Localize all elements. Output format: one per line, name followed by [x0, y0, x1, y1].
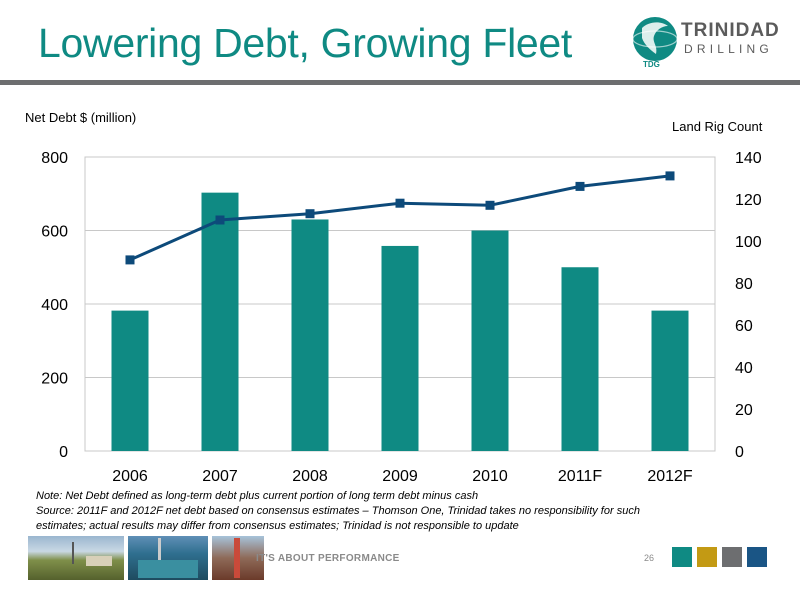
footer-tagline: IT'S ABOUT PERFORMANCE: [256, 553, 400, 564]
x-tick-label: 2010: [472, 468, 508, 485]
y-tick-label-right: 120: [735, 192, 762, 209]
bar-net-debt: [651, 310, 689, 451]
bar-net-debt: [561, 267, 599, 451]
bar-net-debt: [291, 219, 329, 451]
marker-land-rig-count: [485, 200, 495, 210]
bar-net-debt: [471, 230, 509, 451]
y-tick-label-left: 200: [41, 371, 68, 388]
chart-notes: Note: Net Debt defined as long-term debt…: [36, 489, 776, 534]
color-swatch-blue: [747, 547, 767, 567]
y-tick-label-right: 100: [735, 234, 762, 251]
marker-land-rig-count: [305, 209, 315, 219]
color-swatch-gold: [697, 547, 717, 567]
y-tick-label-left: 0: [59, 444, 68, 461]
landscape-photo: [28, 536, 124, 580]
marker-land-rig-count: [665, 171, 675, 181]
x-tick-label: 2009: [382, 468, 418, 485]
logo-name: TRINIDAD: [681, 20, 780, 41]
bar-net-debt: [381, 245, 419, 451]
debt-rig-chart: 0 200 400 600 800 0 20 40 60 80 100 120 140 2006 2007 2…: [41, 150, 762, 485]
company-logo: TRINIDAD DRILLING TDG: [628, 14, 780, 74]
page-number: 26: [644, 553, 655, 563]
rig-cab-photo: [128, 536, 208, 580]
marker-land-rig-count: [125, 255, 135, 265]
color-swatch-gray: [722, 547, 742, 567]
bar-net-debt: [111, 310, 149, 451]
x-tick-label: 2008: [292, 468, 328, 485]
marker-land-rig-count: [395, 198, 405, 208]
color-swatch-teal: [672, 547, 692, 567]
source-line: Source: 2011F and 2012F net debt based o…: [36, 505, 640, 517]
bar-net-debt: [201, 192, 239, 451]
slide-title: Lowering Debt, Growing Fleet: [38, 20, 572, 66]
y-tick-label-left: 800: [41, 150, 68, 167]
y-tick-label-right: 60: [735, 318, 753, 335]
logo-abbreviation: TDG: [643, 60, 660, 69]
y-tick-label-right: 20: [735, 402, 753, 419]
source-line: estimates; actual results may differ fro…: [36, 520, 519, 532]
globe-icon: [632, 17, 678, 61]
y-tick-label-left: 400: [41, 297, 68, 314]
logo-subtitle: DRILLING: [684, 42, 773, 56]
y-tick-label-left: 600: [41, 224, 68, 241]
y-tick-label-right: 140: [735, 150, 762, 167]
x-tick-label: 2007: [202, 468, 238, 485]
x-tick-label: 2012F: [647, 468, 693, 485]
title-rule: [0, 80, 800, 85]
y-tick-label-right: 40: [735, 360, 753, 377]
x-tick-label: 2011F: [558, 468, 602, 485]
x-tick-label: 2006: [112, 468, 148, 485]
marker-land-rig-count: [575, 181, 585, 191]
y-axis-label-left: Net Debt $ (million): [25, 110, 137, 125]
y-axis-label-right: Land Rig Count: [672, 119, 763, 134]
note-line: Note: Net Debt defined as long-term debt…: [36, 490, 479, 502]
derrick-photo: [212, 536, 264, 580]
y-tick-label-right: 80: [735, 276, 753, 293]
marker-land-rig-count: [215, 215, 225, 225]
y-tick-label-right: 0: [735, 444, 744, 461]
